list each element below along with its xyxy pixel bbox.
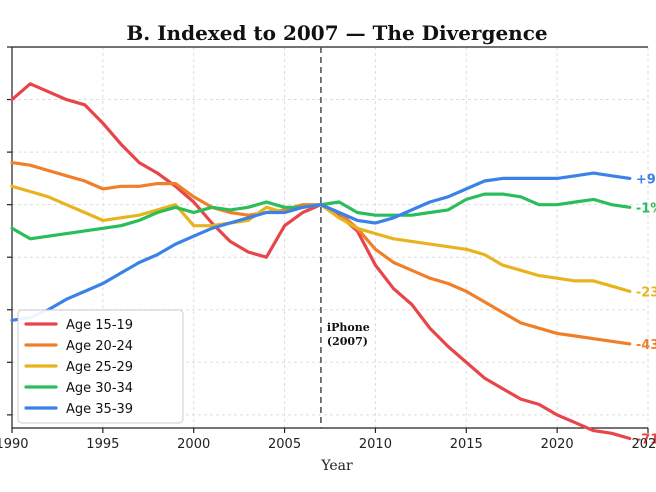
legend-label-4: Age 35-39 — [66, 402, 133, 417]
end-label-3: -1% — [636, 201, 656, 216]
legend-label-1: Age 20-24 — [66, 339, 133, 354]
x-tick-label-4: 2010 — [359, 437, 392, 452]
end-label-1: -43 — [636, 338, 656, 353]
x-tick-label-6: 2020 — [541, 437, 574, 452]
legend: Age 15-19 Age 20-24 Age 25-29 Age 30-34 Age … — [17, 309, 184, 424]
x-tick-label-7: 2025 — [631, 437, 656, 452]
iphone-annotation-line2: (2007) — [327, 335, 368, 348]
end-labels: -71 -43 -23 -1% +9 — [636, 172, 656, 447]
end-label-0: -71 — [636, 433, 656, 448]
legend-label-3: Age 30-34 — [66, 381, 133, 396]
x-tick-labels: 1990 1995 2000 2005 2010 2015 2020 2025 — [0, 428, 656, 452]
axes — [7, 46, 648, 429]
x-tick-label-3: 2005 — [268, 437, 301, 452]
x-tick-label-2: 2000 — [177, 437, 210, 452]
iphone-annotation-line1: iPhone — [327, 321, 370, 334]
end-label-2: -23 — [636, 285, 656, 300]
legend-label-0: Age 15-19 — [66, 318, 133, 333]
legend-label-2: Age 25-29 — [66, 360, 133, 375]
series-line-4 — [10, 171, 632, 322]
chart-title: B. Indexed to 2007 — The Divergence — [126, 21, 547, 45]
legend-box — [17, 309, 184, 424]
end-label-4: +9 — [636, 172, 656, 187]
x-axis-label: Year — [320, 458, 353, 474]
series-lines — [10, 82, 632, 441]
x-tick-label-1: 1995 — [86, 437, 119, 452]
x-tick-label-5: 2015 — [450, 437, 483, 452]
x-tick-label-0: 1990 — [0, 437, 29, 452]
